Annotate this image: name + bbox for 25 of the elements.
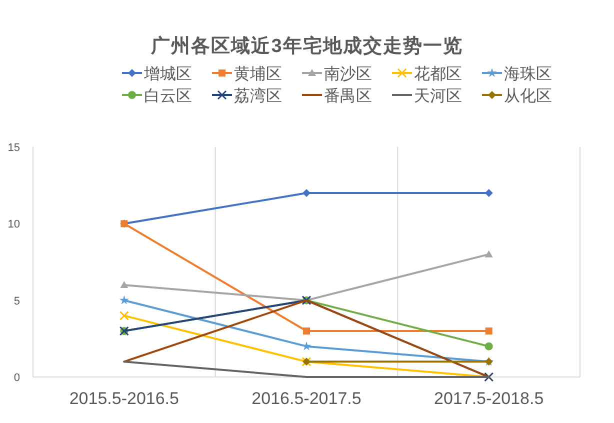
x-tick-label: 2015.5-2016.5 [69, 389, 179, 408]
y-tick-label: 15 [8, 142, 20, 154]
y-tick-label: 10 [8, 218, 20, 231]
point [302, 189, 310, 197]
chart-title: 广州各区域近3年宅地成交走势一览 [150, 35, 463, 57]
legend-label: 番禺区 [324, 87, 372, 105]
legend-label: 南沙区 [324, 65, 372, 83]
point [119, 310, 129, 320]
legend-label: 增城区 [143, 65, 192, 83]
legend-label: 天河区 [414, 88, 462, 105]
y-tick-label: 0 [14, 372, 20, 384]
legend-label: 海珠区 [504, 65, 552, 83]
y-tick-label: 5 [14, 295, 20, 308]
legend-label: 荔湾区 [234, 87, 282, 105]
point [119, 295, 129, 304]
legend-label: 黄埔区 [234, 65, 282, 83]
point [303, 328, 310, 334]
point [484, 189, 493, 197]
legend-label: 白云区 [144, 88, 192, 105]
x-tick-label: 2017.5-2018.5 [434, 389, 544, 408]
legend-label: 花都区 [414, 65, 462, 83]
point [484, 342, 493, 350]
point [485, 328, 492, 334]
legend-label: 从化区 [504, 87, 552, 105]
x-tick-label: 2016.5-2017.5 [252, 389, 362, 408]
